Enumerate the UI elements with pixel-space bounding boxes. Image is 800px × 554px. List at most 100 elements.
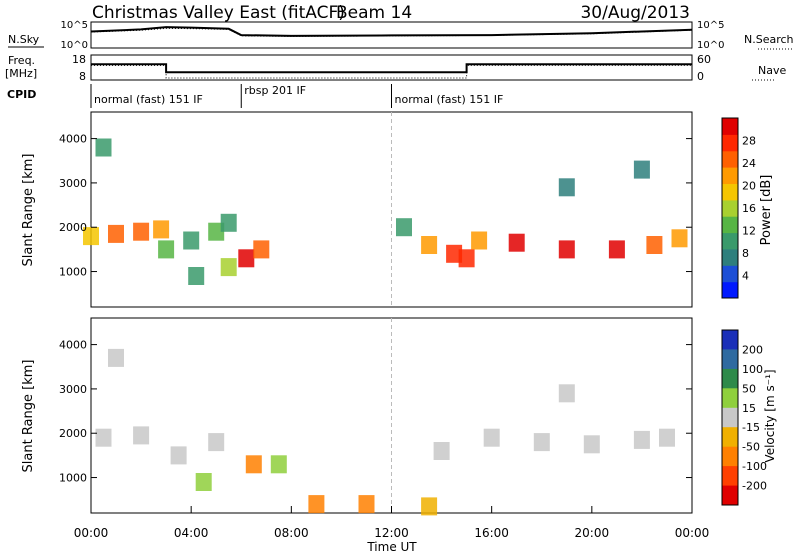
xtick-label: 20:00 bbox=[575, 526, 610, 540]
colorbar-swatch bbox=[722, 427, 738, 448]
velocity-ylabel: Slant Range [km] bbox=[21, 360, 36, 473]
heatmap-cell bbox=[458, 249, 475, 268]
colorbar-tick-label: 15 bbox=[742, 402, 756, 415]
colorbar-swatch bbox=[722, 349, 738, 370]
ytick-label: 1000 bbox=[59, 266, 87, 279]
heatmap-cell bbox=[471, 231, 488, 250]
heatmap-cell bbox=[421, 236, 438, 254]
heatmap-cell bbox=[558, 384, 575, 403]
cpid-segment-label: rbsp 201 IF bbox=[244, 84, 306, 97]
nave-label: Nave bbox=[758, 64, 786, 77]
colorbar-swatch bbox=[722, 485, 738, 506]
colorbar-tick-label: 12 bbox=[742, 225, 756, 238]
colorbar-swatch bbox=[722, 407, 738, 428]
colorbar-tick-label: 24 bbox=[742, 157, 756, 170]
colorbar-swatch bbox=[722, 134, 738, 152]
heatmap-cell bbox=[483, 428, 500, 447]
heatmap-cell bbox=[433, 442, 450, 460]
heatmap-cell bbox=[358, 495, 375, 514]
heatmap-cell bbox=[508, 233, 525, 252]
heatmap-cell bbox=[646, 236, 663, 254]
heatmap-cell bbox=[133, 222, 150, 241]
velocity-colorbar-label: Velocity [m s⁻¹] bbox=[763, 369, 777, 462]
colorbar-tick-label: 16 bbox=[742, 202, 756, 215]
cpid-panel: CPID normal (fast) 151 IF rbsp 201 IF norm… bbox=[7, 84, 503, 108]
heatmap-cell bbox=[158, 240, 175, 259]
noise-left-tick-bottom: 10^0 bbox=[61, 40, 88, 51]
heatmap-cell bbox=[421, 497, 438, 516]
heatmap-cell bbox=[308, 495, 325, 514]
colorbar-frame bbox=[721, 329, 739, 506]
colorbar-swatch bbox=[722, 199, 738, 217]
ytick-label: 3000 bbox=[59, 383, 87, 396]
noise-series-line bbox=[90, 27, 693, 37]
heatmap-cell bbox=[245, 455, 262, 474]
heatmap-cell bbox=[558, 178, 575, 197]
heatmap-cell bbox=[396, 218, 412, 237]
colorbar-swatch bbox=[722, 446, 738, 467]
cpid-segment-label: normal (fast) 151 IF bbox=[94, 93, 203, 106]
freq-left-tick-bottom: 8 bbox=[79, 70, 86, 83]
xtick-label: 04:00 bbox=[174, 526, 209, 540]
heatmap-cell bbox=[195, 473, 212, 491]
colorbar-tick-label: -100 bbox=[742, 460, 767, 473]
heatmap-cell bbox=[170, 446, 187, 465]
heatmap-cell bbox=[153, 220, 170, 239]
frequency-panel: Freq. [MHz] 18 8 60 0 Nave bbox=[5, 53, 786, 83]
heatmap-cell bbox=[633, 160, 650, 179]
colorbar-swatch bbox=[722, 265, 738, 283]
colorbar-swatch bbox=[722, 248, 738, 266]
xtick-label: 16:00 bbox=[474, 526, 509, 540]
xtick-label: 00:00 bbox=[675, 526, 710, 540]
plot-title: Christmas Valley East (fitACF) bbox=[92, 3, 345, 23]
freq-series-line bbox=[91, 63, 692, 74]
freq-label-bottom: [MHz] bbox=[5, 67, 37, 80]
cpid-segment-label: normal (fast) 151 IF bbox=[395, 93, 504, 106]
colorbar-swatch bbox=[722, 232, 738, 250]
xaxis-label: Time UT bbox=[366, 540, 417, 554]
heatmap-cell bbox=[671, 229, 688, 248]
colorbar-swatch bbox=[722, 388, 738, 409]
beam-label: Beam 14 bbox=[336, 3, 412, 23]
colorbar-tick-label: 28 bbox=[742, 135, 756, 148]
ytick-label: 2000 bbox=[59, 221, 87, 234]
noise-right-tick-top: 10^5 bbox=[697, 20, 724, 31]
ytick-label: 2000 bbox=[59, 427, 87, 440]
heatmap-cell bbox=[270, 455, 287, 474]
heatmap-cell bbox=[558, 240, 575, 259]
colorbar-swatch bbox=[722, 216, 738, 234]
noise-left-tick-top: 10^5 bbox=[61, 20, 88, 31]
colorbar-swatch bbox=[722, 330, 738, 350]
heatmap-cell bbox=[446, 244, 463, 263]
heatmap-cell bbox=[659, 428, 675, 447]
colorbar-swatch bbox=[722, 368, 738, 389]
power-ylabel: Slant Range [km] bbox=[21, 154, 36, 267]
colorbar-tick-label: -200 bbox=[742, 480, 767, 493]
heatmap-cell bbox=[208, 222, 225, 241]
colorbar-swatch bbox=[722, 118, 738, 135]
colorbar-tick-label: 4 bbox=[742, 270, 749, 283]
colorbar-swatch bbox=[722, 183, 738, 201]
heatmap-cell bbox=[220, 213, 237, 232]
colorbar-tick-label: -50 bbox=[742, 441, 760, 454]
power-panel: 1000 2000 3000 4000 Slant Range [km] 28 24 20… bbox=[21, 111, 774, 308]
colorbar-frame bbox=[721, 117, 739, 299]
colorbar-swatch bbox=[722, 466, 738, 486]
freq-left-tick-top: 18 bbox=[72, 53, 86, 66]
colorbar-tick-label: 100 bbox=[742, 363, 763, 376]
heatmap-cell bbox=[108, 348, 124, 367]
heatmap-cell bbox=[108, 224, 124, 243]
colorbar-swatch bbox=[722, 150, 738, 168]
colorbar-swatch bbox=[722, 167, 738, 184]
heatmap-cell bbox=[533, 433, 550, 452]
heatmap-cell bbox=[608, 240, 625, 259]
xtick-label: 12:00 bbox=[374, 526, 409, 540]
heatmap-cell bbox=[583, 435, 600, 454]
freq-series-line bbox=[91, 64, 692, 79]
heatmap-cell bbox=[220, 258, 237, 277]
heatmap-cell bbox=[253, 240, 270, 259]
xtick-label: 00:00 bbox=[74, 526, 109, 540]
ytick-label: 3000 bbox=[59, 177, 87, 190]
colorbar-tick-label: -15 bbox=[742, 421, 760, 434]
